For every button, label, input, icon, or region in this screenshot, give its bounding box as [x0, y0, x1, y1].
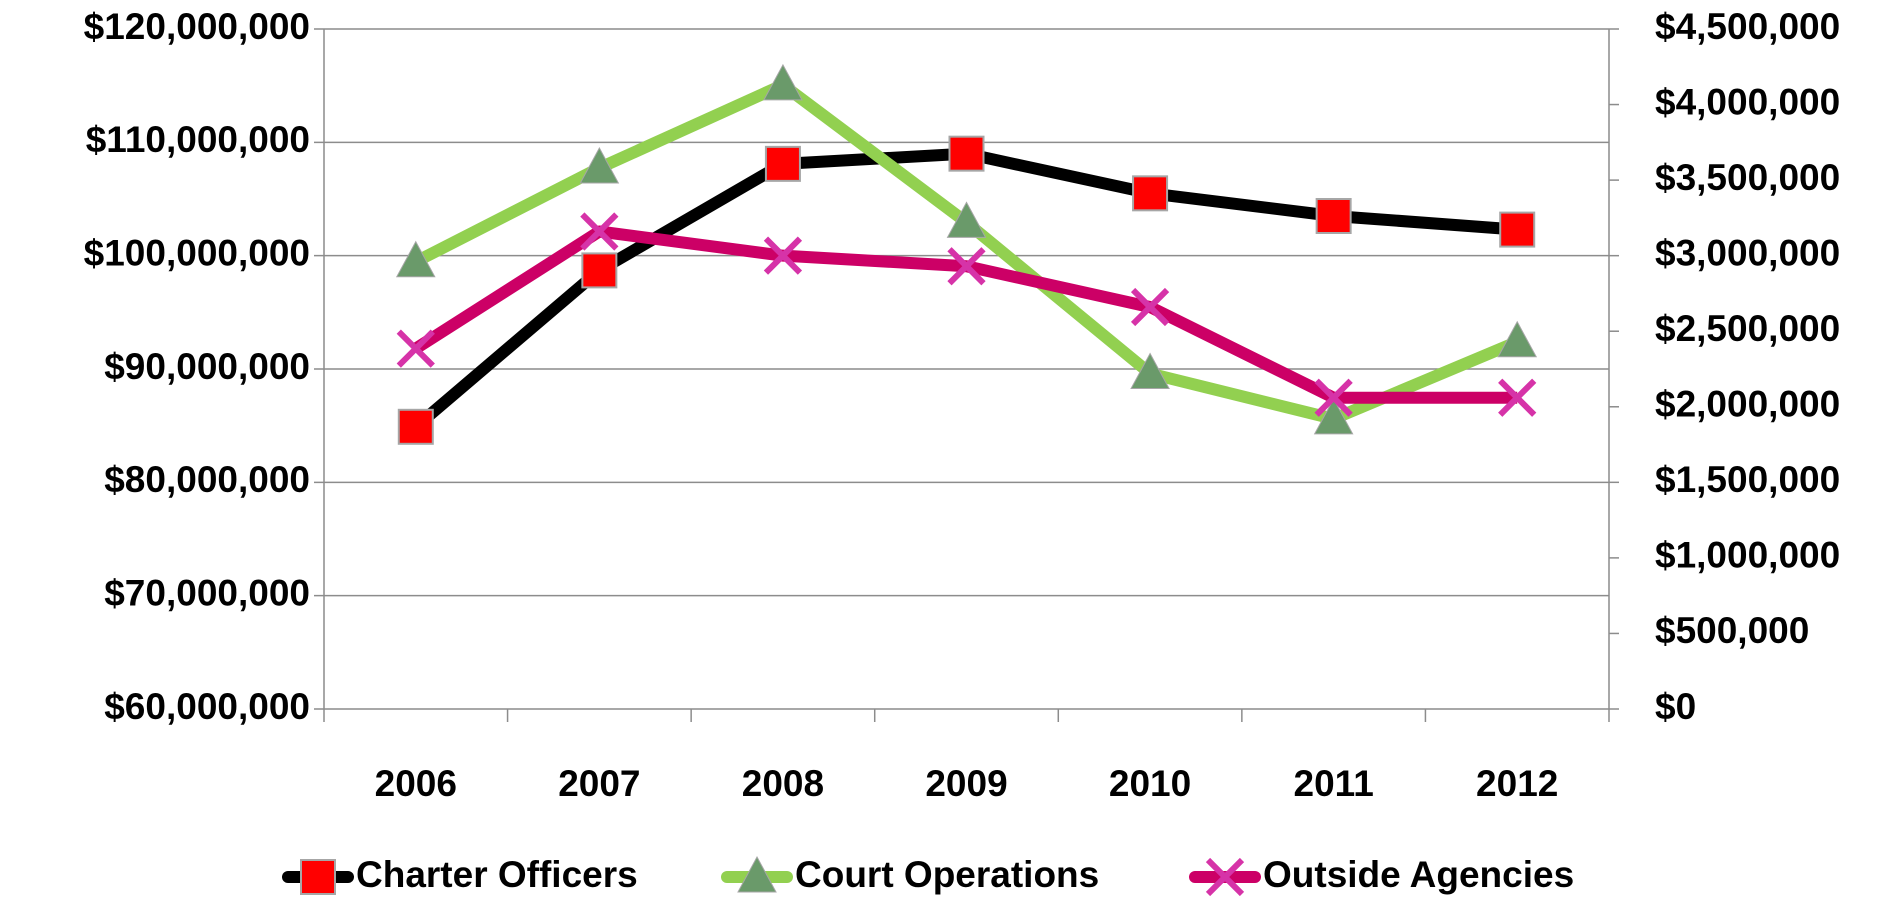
legend-label: Outside Agencies — [1263, 854, 1574, 895]
data-point — [763, 236, 803, 275]
series-line — [412, 225, 1518, 404]
data-point — [1497, 320, 1538, 358]
x-tick-label: 2006 — [375, 763, 457, 804]
data-point — [396, 329, 435, 368]
legend-label: Court Operations — [795, 854, 1099, 895]
data-point — [948, 135, 985, 172]
x-tick-label: 2012 — [1476, 763, 1558, 804]
data-point — [1132, 175, 1169, 212]
data-point — [581, 252, 618, 289]
y2-tick-label: $4,500,000 — [1655, 6, 1840, 47]
data-point — [1314, 378, 1353, 417]
y2-tick-label: $0 — [1655, 686, 1696, 727]
x-tick-label: 2007 — [558, 763, 640, 804]
y2-tick-label: $3,500,000 — [1655, 157, 1840, 198]
data-point — [1313, 397, 1354, 435]
legend-marker — [1205, 857, 1245, 897]
y2-tick-label: $1,000,000 — [1655, 535, 1840, 576]
data-point — [947, 247, 986, 286]
x-tick-label: 2010 — [1109, 763, 1191, 804]
y-tick-label: $100,000,000 — [84, 232, 310, 273]
y-tick-label: $90,000,000 — [104, 346, 310, 387]
data-point — [1315, 198, 1352, 234]
data-point — [763, 63, 803, 101]
data-point — [946, 201, 987, 238]
y-tick-label: $110,000,000 — [86, 119, 310, 160]
data-point — [395, 240, 436, 278]
x-tick-label: 2011 — [1294, 763, 1374, 804]
data-point — [579, 146, 620, 184]
legend-marker — [737, 855, 777, 893]
x-tick-label: 2008 — [742, 763, 824, 804]
data-point — [1499, 211, 1536, 248]
y-tick-label: $70,000,000 — [104, 572, 310, 613]
legend-label: Charter Officers — [356, 854, 638, 895]
y-tick-label: $60,000,000 — [104, 686, 310, 727]
series-line — [411, 147, 1518, 432]
y2-tick-label: $500,000 — [1655, 610, 1809, 651]
y2-tick-label: $2,000,000 — [1655, 384, 1840, 425]
data-point — [397, 408, 434, 445]
data-point — [1498, 378, 1537, 417]
y2-tick-label: $4,000,000 — [1655, 81, 1840, 122]
data-point — [580, 212, 619, 251]
data-point — [764, 145, 801, 182]
y2-tick-label: $2,500,000 — [1655, 308, 1840, 349]
y2-tick-label: $3,000,000 — [1655, 232, 1840, 273]
legend-marker — [300, 859, 336, 895]
y2-tick-label: $1,500,000 — [1655, 459, 1840, 500]
y-tick-label: $80,000,000 — [104, 459, 310, 500]
data-point — [1130, 287, 1170, 327]
x-tick-label: 2009 — [925, 763, 1007, 804]
y-tick-label: $120,000,000 — [84, 6, 310, 47]
data-point — [1130, 352, 1170, 390]
